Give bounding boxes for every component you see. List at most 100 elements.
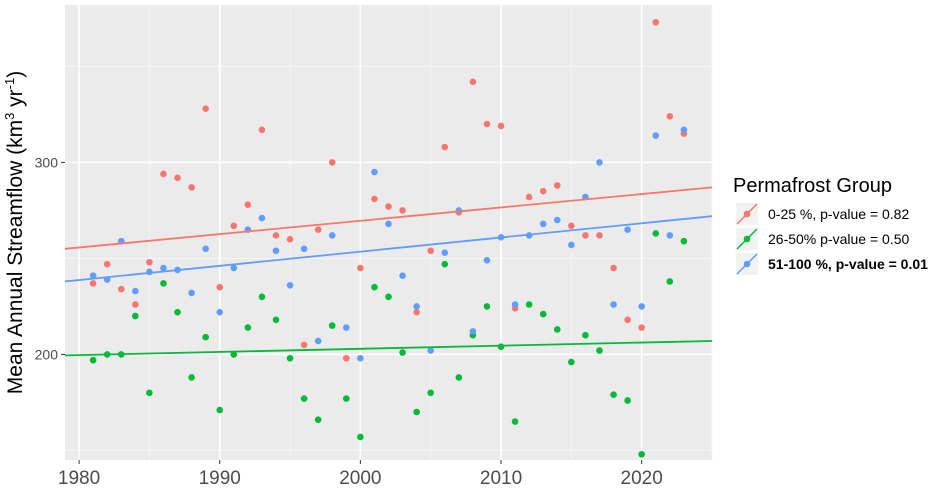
data-point [399,207,406,214]
data-point [258,293,266,301]
data-point [230,351,238,358]
legend-key-point [743,260,751,268]
data-point [652,132,660,139]
data-point [385,293,392,301]
legend-label: 26-50% p-value = 0.50 [768,231,909,247]
data-point [146,389,153,397]
data-point [314,337,322,345]
data-point [666,232,674,239]
data-point [596,232,603,239]
data-point [89,280,97,287]
x-tick-label: 2000 [339,468,381,489]
data-point [385,220,392,228]
data-point [146,258,153,266]
data-point [286,281,294,289]
data-point [582,331,589,339]
data-point [596,159,603,166]
data-point [272,232,280,239]
data-point [539,220,547,228]
legend-label: 0-25 %, p-value = 0.82 [768,206,909,222]
data-point [441,143,449,151]
y-axis-title: Mean Annual Streamflow (km3 yr-1) [2,71,27,394]
data-point [89,356,97,364]
data-point [371,168,378,176]
data-point [568,222,575,230]
data-point [343,395,350,402]
trend-line [65,340,712,357]
y-axis-title-part: yr [4,89,27,112]
data-point [539,187,547,195]
data-point [469,78,477,86]
data-point [511,301,519,308]
data-point [413,408,420,416]
data-point [300,245,308,253]
data-point [638,450,645,458]
data-point [525,301,533,308]
data-point [188,289,195,297]
data-point [357,264,364,272]
y-axis-title-part: -1 [2,78,17,90]
legend-item: 0-25 %, p-value = 0.82 [736,203,909,225]
data-point [582,232,589,239]
legend: Permafrost Group 0-25 %, p-value = 0.82 26… [733,175,928,275]
data-point [343,354,350,362]
data-point [624,226,631,233]
x-tick-label: 2010 [480,468,522,489]
grid-minor [65,5,713,460]
data-point [568,358,575,366]
data-point [328,322,336,329]
data-point [314,226,322,233]
data-point [272,247,280,255]
y-axis-title-part: Mean Annual Streamflow (km [4,120,27,394]
data-point [371,195,378,203]
data-point [160,280,167,287]
data-point [539,310,547,318]
data-point [244,324,252,331]
data-point [553,326,561,333]
data-point [680,237,688,245]
x-tick-label: 2020 [621,468,663,489]
data-point [328,232,336,239]
data-layer [65,18,712,458]
data-point [202,333,209,341]
plot-area: 1980 1990 2000 2010 2020 200 300 Mean Annual St… [2,5,713,489]
data-point [427,347,434,354]
axis-ticks: 1980 1990 2000 2010 2020 200 300 [35,154,663,489]
data-point [680,126,688,134]
data-point [174,308,181,316]
x-tick-label: 1990 [199,468,241,489]
trend-lines-layer [65,186,712,357]
data-point [188,374,195,381]
legend-item: 51-100 %, p-value = 0.01 [736,253,928,275]
data-point [160,264,167,272]
data-point [666,278,674,285]
data-point [328,159,336,166]
data-point [286,354,294,362]
data-point [441,249,449,256]
data-point [286,235,294,243]
data-point [652,230,660,237]
data-point [525,193,533,201]
panel-background [65,5,712,460]
data-point [553,216,561,224]
data-point [652,18,660,26]
y-tick-label: 200 [35,346,59,362]
legend-item: 26-50% p-value = 0.50 [736,228,909,250]
data-point [399,349,406,356]
legend-label: 51-100 %, p-value = 0.01 [768,256,928,272]
data-point [483,257,491,264]
data-point [258,126,266,134]
data-point [258,214,266,222]
data-point [244,201,252,208]
data-point [497,122,505,130]
x-tick-label: 1980 [58,468,100,489]
data-point [596,347,603,354]
data-point [511,418,519,425]
data-point [497,343,505,351]
data-point [371,283,378,291]
data-point [300,395,308,402]
data-point [132,312,139,320]
trend-line [65,186,712,250]
data-point [216,406,224,414]
